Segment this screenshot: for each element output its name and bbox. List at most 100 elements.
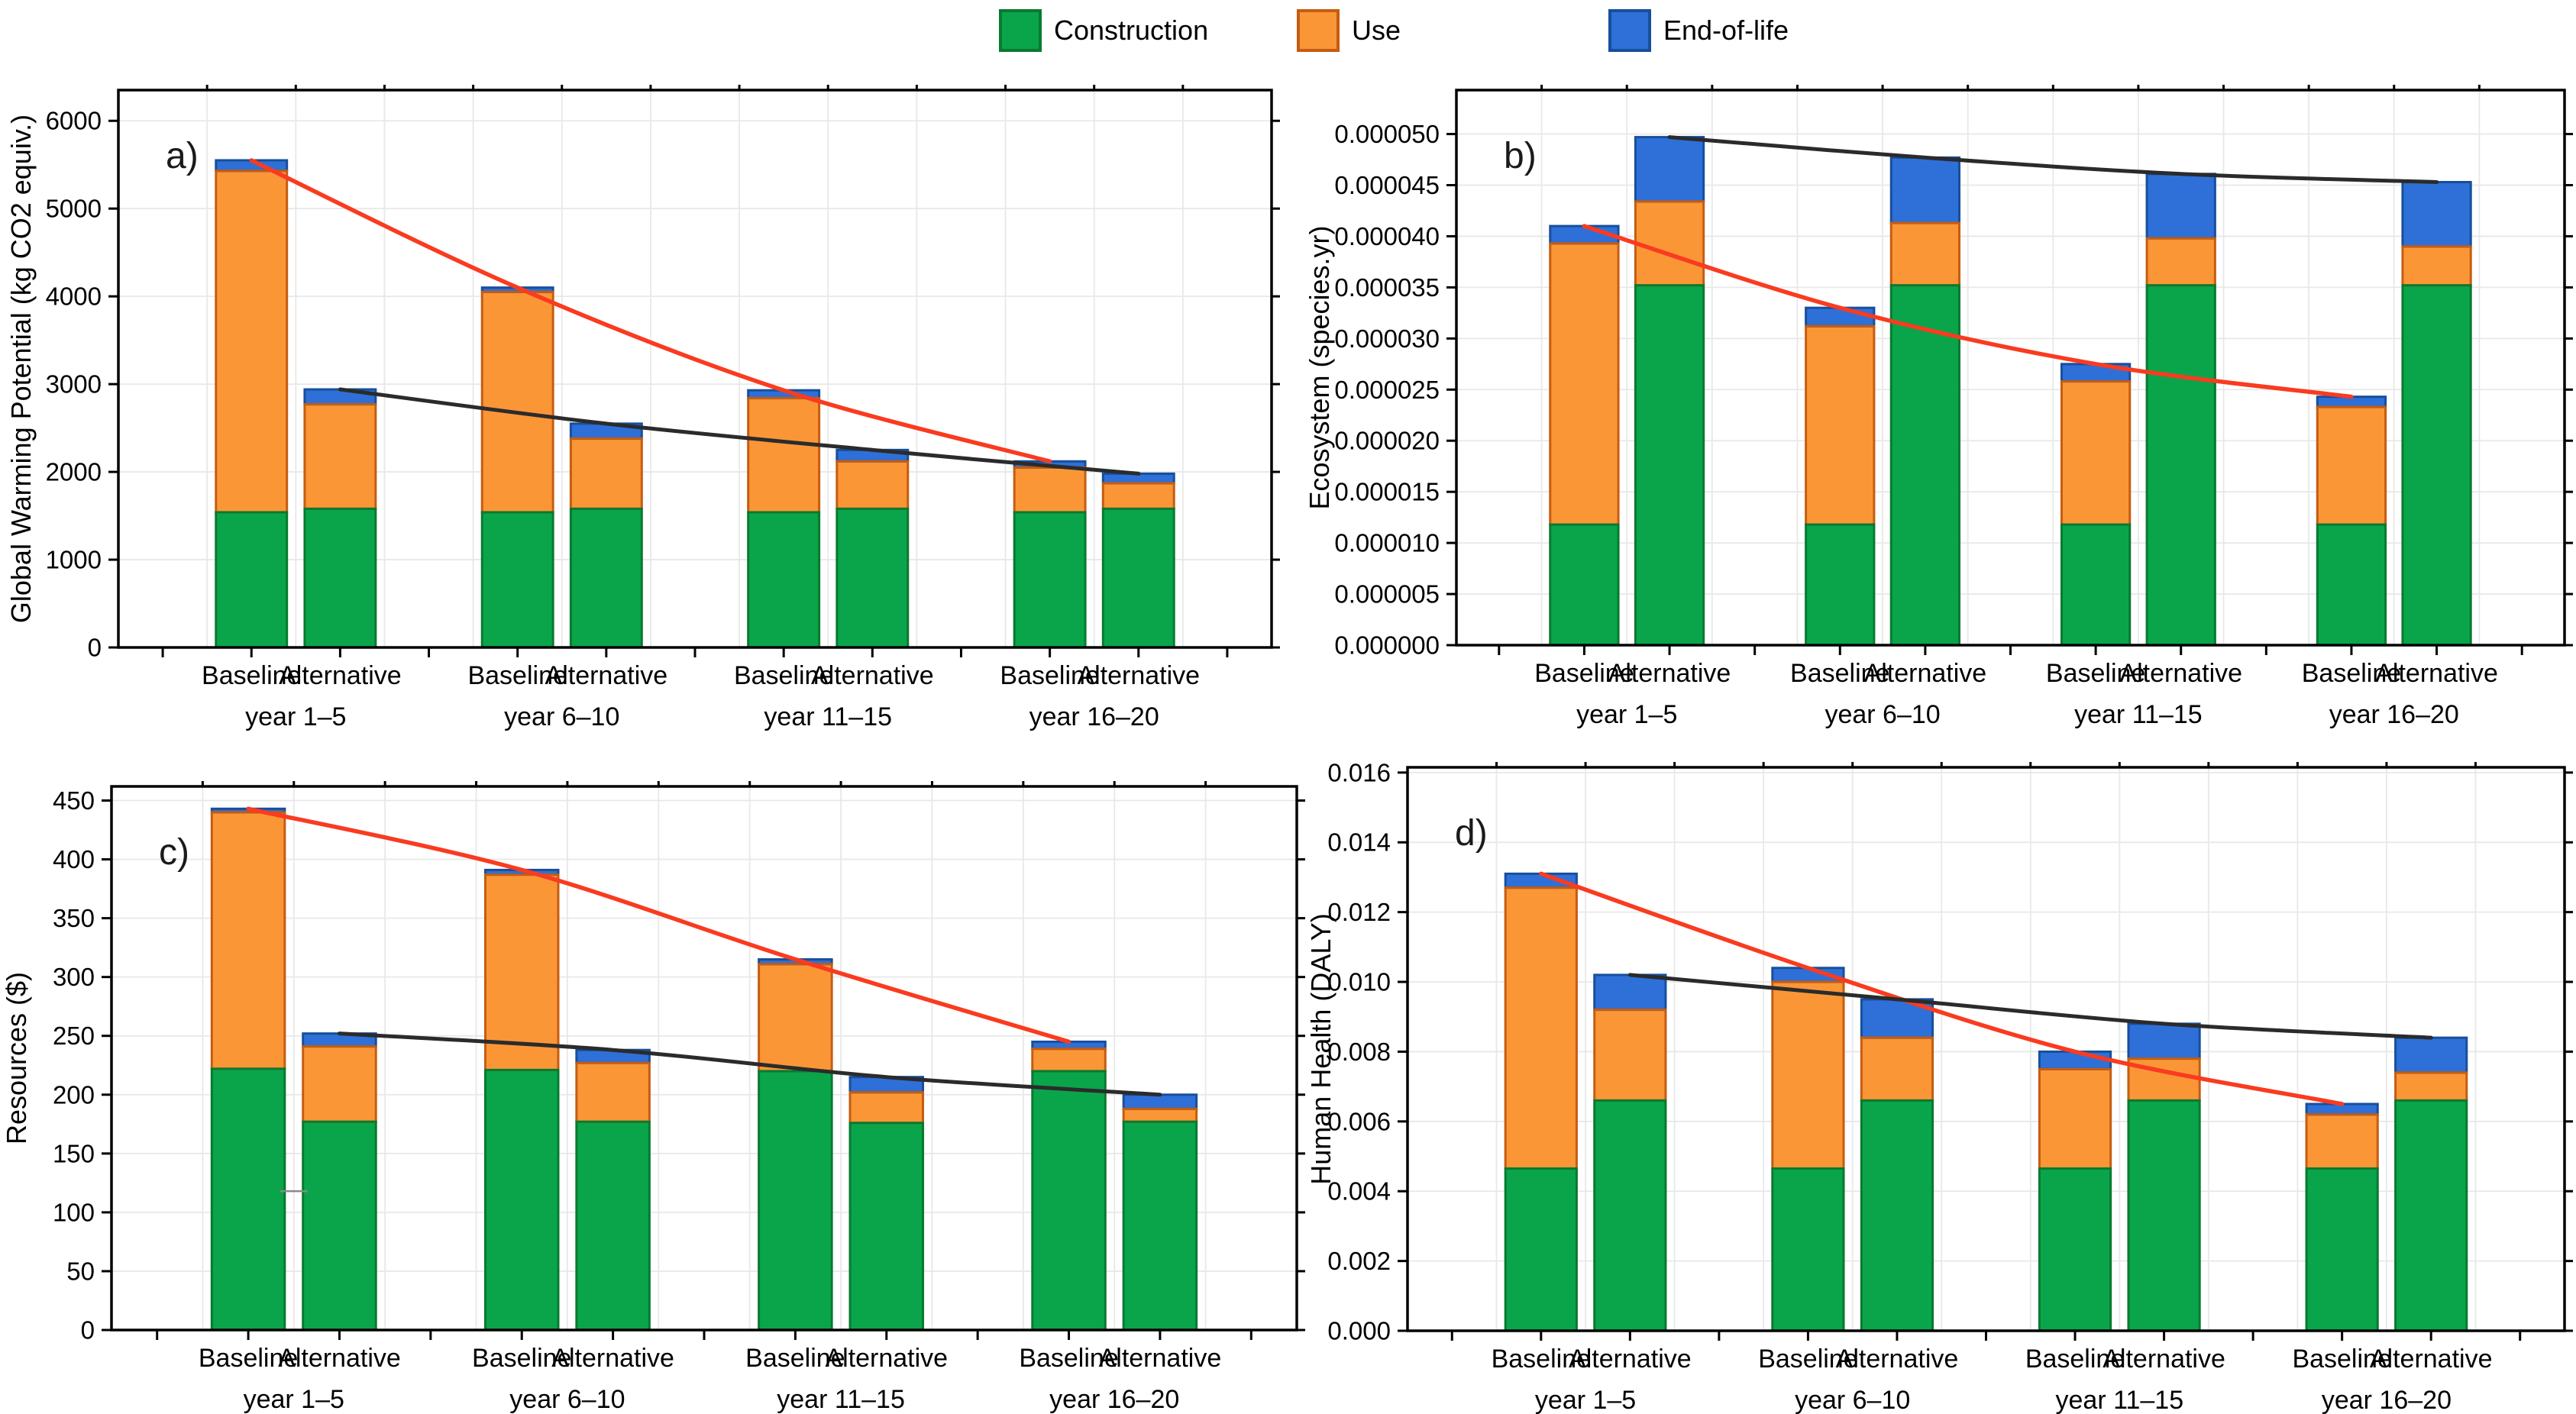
- y-tick-label: 0.000: [1327, 1317, 1391, 1345]
- bar-segment-end_of_life: [2128, 1023, 2200, 1059]
- x-tick-label: Alternative: [2370, 1345, 2493, 1374]
- x-tick-label: Baseline: [467, 661, 567, 690]
- y-tick-label: 0.000045: [1334, 171, 1440, 199]
- chart-panel-a: 0100020003000400050006000BaselineAlterna…: [5, 85, 1280, 731]
- bar-segment-use: [304, 404, 376, 509]
- y-tick-label: 0.012: [1327, 898, 1391, 926]
- bar-segment-construction: [304, 508, 376, 647]
- bar-segment-end_of_life: [850, 1077, 923, 1093]
- bar-segment-use: [482, 292, 554, 512]
- x-tick-label: Baseline: [2025, 1345, 2125, 1374]
- bar-alternative-2: [569, 422, 643, 649]
- bar-baseline-4: [2305, 1102, 2379, 1332]
- y-tick-label: 6000: [46, 107, 102, 135]
- legend-swatch-construction-icon: [999, 9, 1042, 52]
- axes: 0.000000 0.000005 0.000010 0.000015 0.000020…: [1334, 85, 2573, 660]
- x-tick-label: Alternative: [1569, 1345, 1692, 1374]
- y-tick-label: 300: [53, 963, 95, 991]
- chart-panel-d: 0.000 0.002 0.004 0.006 0.008 0.010 0.012 0.014…: [1305, 758, 2573, 1414]
- group-label: year 6–10: [504, 702, 619, 731]
- bars: [1504, 872, 2468, 1332]
- bars: [1549, 136, 2472, 647]
- y-tick-label: 4000: [46, 282, 102, 311]
- bar-baseline-2: [1805, 306, 1876, 647]
- bar-segment-use: [2147, 238, 2216, 286]
- bar-segment-use: [1550, 243, 1619, 525]
- gridlines: [118, 90, 1272, 647]
- bar-segment-construction: [2061, 525, 2130, 645]
- bar-alternative-1: [1634, 136, 1705, 647]
- legend-item-construction: Construction: [999, 9, 1208, 52]
- bar-segment-use: [2061, 381, 2130, 525]
- y-tick-label: 0.002: [1327, 1247, 1391, 1275]
- y-tick-label: 5000: [46, 195, 102, 223]
- bar-segment-end_of_life: [1103, 473, 1175, 484]
- x-tick-label: Alternative: [1864, 659, 1987, 688]
- y-tick-label: 0.010: [1327, 968, 1391, 996]
- axes: 0 50 100 150 200 250 300 350 400 450: [53, 781, 1305, 1345]
- x-tick-label: Alternative: [1836, 1345, 1959, 1374]
- bar-segment-construction: [485, 1070, 558, 1330]
- bar-segment-end_of_life: [1891, 157, 1960, 224]
- y-axis-title: Resources ($): [1, 972, 32, 1144]
- x-tick-label: Alternative: [545, 661, 668, 690]
- bar-segment-construction: [576, 1122, 650, 1330]
- bar-segment-construction: [2317, 525, 2386, 645]
- group-label: year 16–20: [2322, 1386, 2452, 1414]
- bar-segment-use: [758, 964, 832, 1071]
- group-label: year 6–10: [1825, 700, 1940, 729]
- bar-alternative-2: [1889, 156, 1961, 647]
- bar-alternative-4: [1122, 1093, 1198, 1332]
- x-tick-label: Alternative: [1099, 1344, 1222, 1373]
- y-tick-label: 0.016: [1327, 758, 1391, 786]
- bar-alternative-4: [2394, 1036, 2468, 1332]
- bar-segment-construction: [482, 512, 554, 647]
- legend-label-use: Use: [1352, 15, 1401, 46]
- bar-alternative-1: [1593, 973, 1667, 1332]
- y-tick-label: 0: [81, 1316, 95, 1345]
- legend: Construction Use End-of-life: [0, 0, 2576, 53]
- bar-segment-use: [1805, 326, 1874, 525]
- bar-segment-use: [748, 398, 819, 512]
- baseline-trend-line: [1539, 871, 2345, 1106]
- legend-item-end-of-life: End-of-life: [1608, 9, 1789, 52]
- bar-alternative-2: [575, 1048, 651, 1332]
- x-tick-label: Alternative: [2102, 1345, 2225, 1374]
- y-tick-label: 0.006: [1327, 1107, 1391, 1135]
- y-tick-label: 0.000000: [1334, 631, 1440, 660]
- x-tick-label: Alternative: [551, 1344, 674, 1373]
- legend-swatch-use-icon: [1297, 9, 1340, 52]
- y-tick-label: 1000: [46, 546, 102, 574]
- bar-segment-end_of_life: [2402, 182, 2471, 247]
- bar-segment-end_of_life: [2306, 1103, 2378, 1115]
- bar-segment-end_of_life: [2039, 1051, 2111, 1070]
- baseline-trend-line: [1582, 224, 2354, 399]
- group-label: year 1–5: [245, 702, 346, 731]
- x-tick-label: Alternative: [825, 1344, 948, 1373]
- y-tick-label: 3000: [46, 370, 102, 399]
- x-tick-label: Alternative: [278, 1344, 401, 1373]
- legend-item-use: Use: [1297, 9, 1401, 52]
- bar-segment-use: [1014, 467, 1086, 512]
- bar-segment-use: [212, 812, 285, 1069]
- bar-segment-construction: [1594, 1100, 1666, 1331]
- bar-segment-use: [836, 461, 908, 509]
- x-tick-label: Baseline: [734, 661, 833, 690]
- x-tick-label: Baseline: [1019, 1344, 1118, 1373]
- gridlines: [1456, 90, 2565, 645]
- bar-segment-use: [1635, 201, 1704, 286]
- bar-segment-use: [1123, 1109, 1197, 1122]
- bar-segment-use: [1103, 483, 1175, 509]
- bar-segment-construction: [1635, 285, 1704, 645]
- x-tick-label: Baseline: [202, 661, 301, 690]
- bar-segment-construction: [850, 1122, 923, 1330]
- y-tick-label: 0.000010: [1334, 529, 1440, 557]
- bar-segment-use: [2306, 1114, 2378, 1169]
- bar-segment-construction: [2039, 1168, 2111, 1331]
- y-tick-label: 50: [66, 1257, 95, 1285]
- y-axis-title: Ecosystem (species.yr): [1304, 225, 1335, 509]
- x-tick-label: Baseline: [1758, 1345, 1857, 1374]
